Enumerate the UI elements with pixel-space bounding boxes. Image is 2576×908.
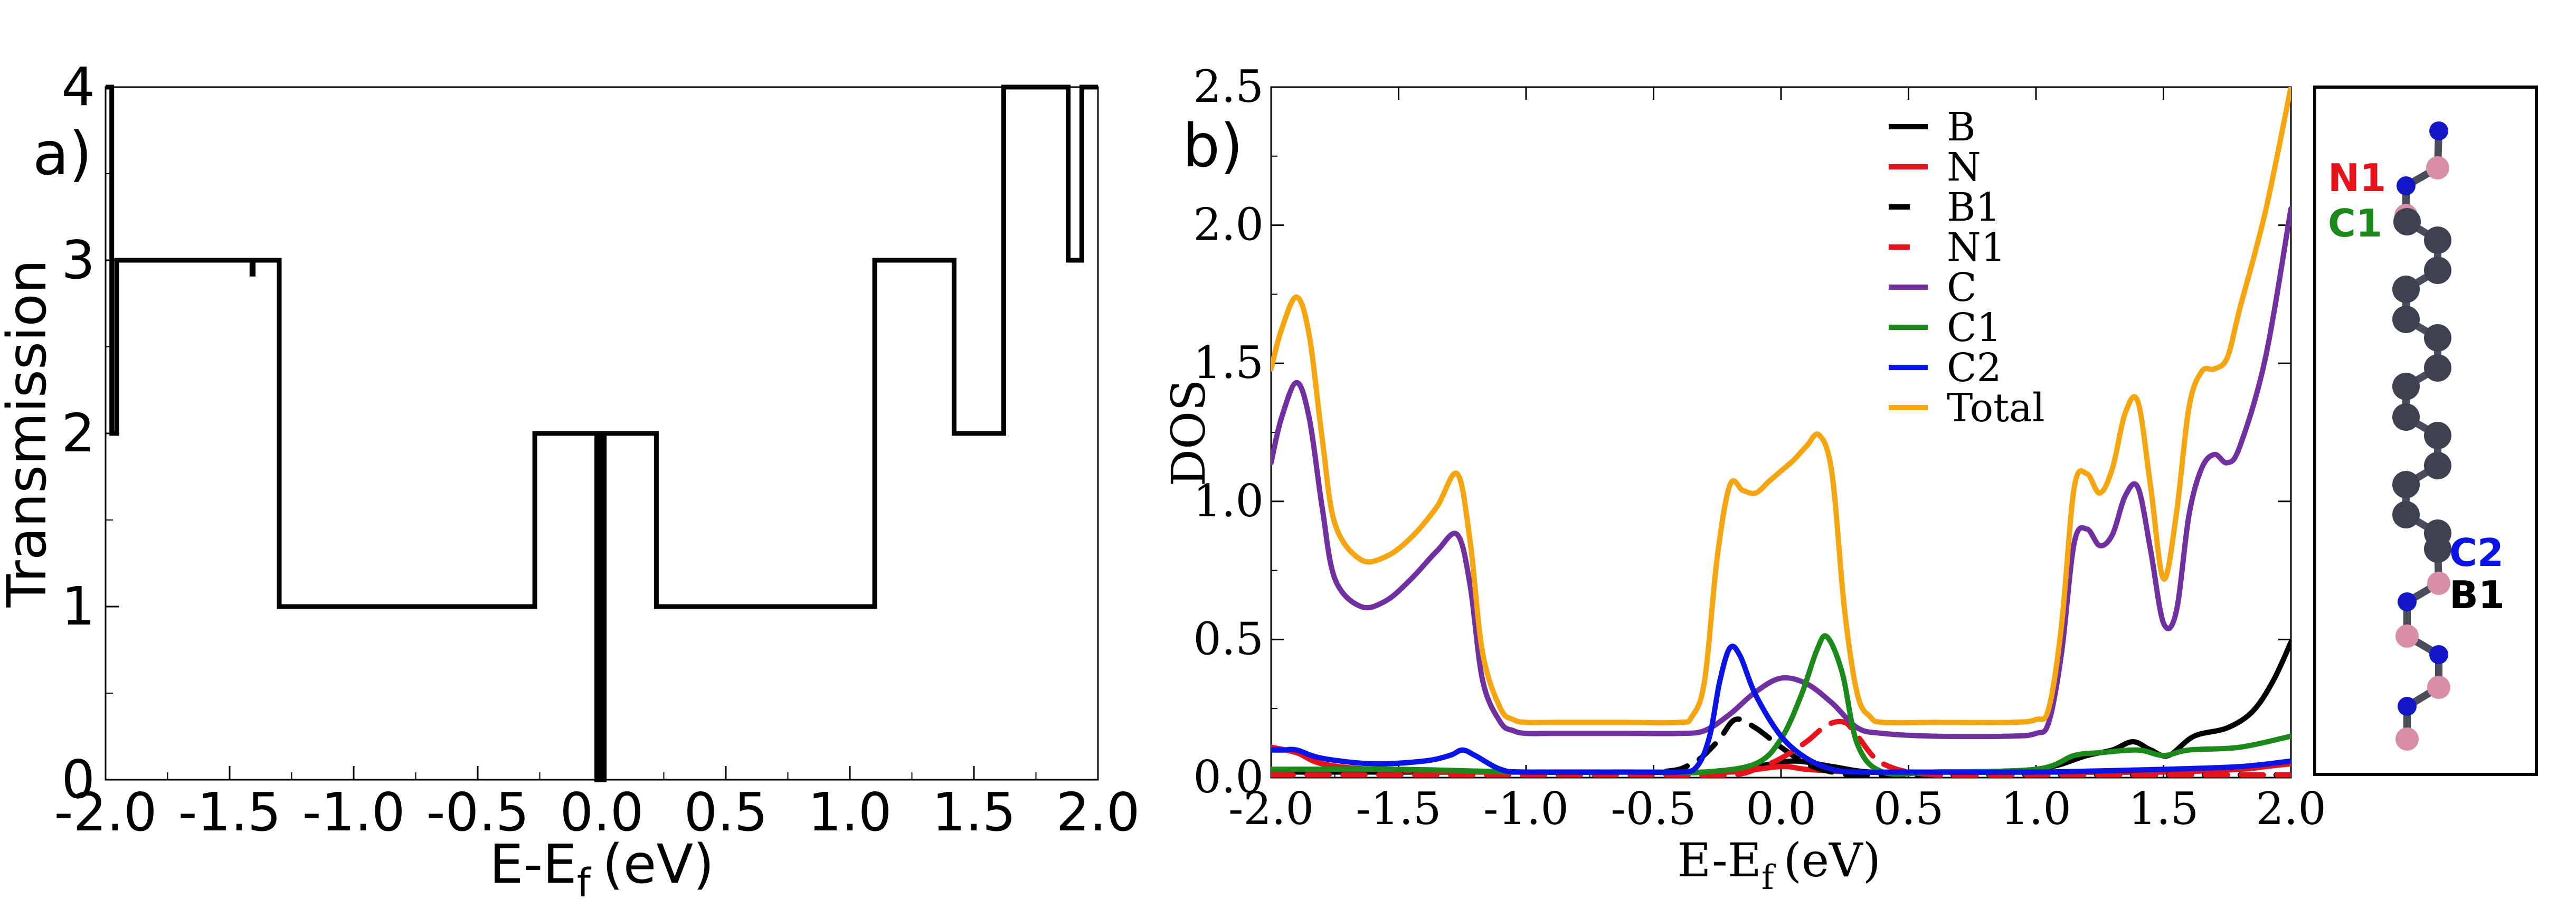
dos-x-tick-label: -0.5	[1611, 783, 1697, 835]
atom-n	[2429, 645, 2448, 664]
transmission-x-tick-label: 1.5	[932, 781, 1016, 843]
transmission-y-tick-label: 0	[61, 749, 95, 810]
panel-label-b: b)	[1182, 112, 1243, 181]
dos-x-tick-label: 1.0	[2001, 783, 2071, 835]
atom-n	[2398, 592, 2417, 611]
dos-y-tick-label: 0.0	[1193, 751, 1264, 803]
panel-label-a: a)	[33, 120, 92, 188]
transmission-x-tick-label: 0.0	[560, 781, 643, 843]
atom-b	[2426, 156, 2449, 179]
atom-c	[2392, 471, 2420, 498]
atom-label-c1: C1	[2328, 201, 2382, 245]
dos-x-tick-label: 2.0	[2256, 783, 2326, 835]
legend-label-b1: B1	[1947, 185, 2000, 230]
atom-b	[2395, 625, 2419, 648]
atom-c	[2424, 257, 2451, 284]
transmission-x-tick-label: -0.5	[426, 781, 529, 843]
atom-c	[2424, 226, 2451, 254]
atom-n	[2397, 176, 2416, 195]
legend-label-c: C	[1947, 265, 1977, 310]
atom-c	[2392, 403, 2420, 431]
transmission-y-tick-label: 1	[61, 575, 95, 637]
legend-label-c1: C1	[1947, 305, 2002, 351]
atom-n	[2429, 121, 2448, 140]
transmission-x-tick-label: 2.0	[1056, 781, 1140, 843]
dos-y-axis-label: DOS	[1161, 380, 1216, 487]
atom-c	[2424, 422, 2451, 449]
transmission-y-tick-label: 2	[61, 402, 95, 464]
transmission-x-tick-label: 1.0	[808, 781, 892, 843]
transmission-x-tick-label: 0.5	[684, 781, 768, 843]
dos-curve-c	[1271, 206, 2291, 740]
transmission-x-tick-label: -1.0	[302, 781, 405, 843]
molecule-structure-panel: N1 C1 C2 B1	[2313, 86, 2538, 776]
dos-plot-frame	[1270, 86, 2292, 779]
dos-x-axis-label: E-Ef (eV)	[1677, 833, 1881, 897]
transmission-y-tick-label: 3	[61, 229, 95, 291]
atom-c	[2424, 452, 2451, 479]
legend-label-total: Total	[1947, 385, 2045, 431]
atom-label-b1: B1	[2449, 573, 2505, 617]
atom-b	[2395, 727, 2419, 751]
dos-x-tick-label: -1.5	[1356, 783, 1442, 835]
legend-label-b: B	[1947, 105, 1975, 150]
transmission-x-axis-label: E-Ef (eV)	[489, 833, 714, 906]
legend-label-n1: N1	[1947, 225, 2006, 270]
atom-c	[2424, 535, 2451, 563]
molecule-chain	[2392, 121, 2451, 751]
atom-c	[2392, 373, 2420, 400]
atom-label-n1: N1	[2328, 156, 2386, 200]
dos-x-tick-label: 1.5	[2128, 783, 2199, 835]
atom-c	[2424, 354, 2451, 382]
transmission-y-axis-label: Transmission	[0, 260, 59, 608]
dos-x-tick-label: -2.0	[1228, 783, 1314, 835]
legend-label-n: N	[1947, 145, 1981, 190]
atom-c	[2392, 306, 2420, 333]
legend-label-c2: C2	[1947, 345, 2002, 391]
dos-y-tick-label: 1.5	[1193, 337, 1264, 389]
dos-y-tick-label: 2.0	[1193, 199, 1264, 251]
atom-b	[2427, 676, 2450, 699]
dos-y-tick-label: 0.5	[1193, 613, 1264, 665]
dos-curve-c2	[1271, 644, 2291, 775]
atom-c	[2424, 324, 2451, 352]
dos-y-tick-label: 2.5	[1193, 61, 1264, 112]
transmission-y-tick-label: 4	[61, 56, 95, 118]
atom-label-c2: C2	[2449, 531, 2504, 575]
dos-curve-total	[1271, 87, 2291, 726]
dos-panel: -2.0 -1.5 -1.0 -0.5 0.0 0.5 1.0 1.5 2.0 0.0 0.5 1.0…	[1161, 61, 2326, 897]
dos-x-tick-label: -1.0	[1483, 783, 1569, 835]
atom-b	[2427, 572, 2450, 595]
atom-c	[2392, 501, 2420, 528]
transmission-x-tick-label: -1.5	[178, 781, 281, 843]
dos-x-tick-label: 0.0	[1746, 783, 1816, 835]
atom-c	[2392, 276, 2420, 303]
transmission-curve	[106, 84, 1098, 782]
dos-x-tick-label: 0.5	[1873, 783, 1944, 835]
atom-n	[2398, 697, 2417, 716]
transmission-x-tick-label: -2.0	[54, 781, 157, 843]
atom-c	[2393, 208, 2421, 235]
dos-y-tick-label: 1.0	[1193, 475, 1264, 527]
